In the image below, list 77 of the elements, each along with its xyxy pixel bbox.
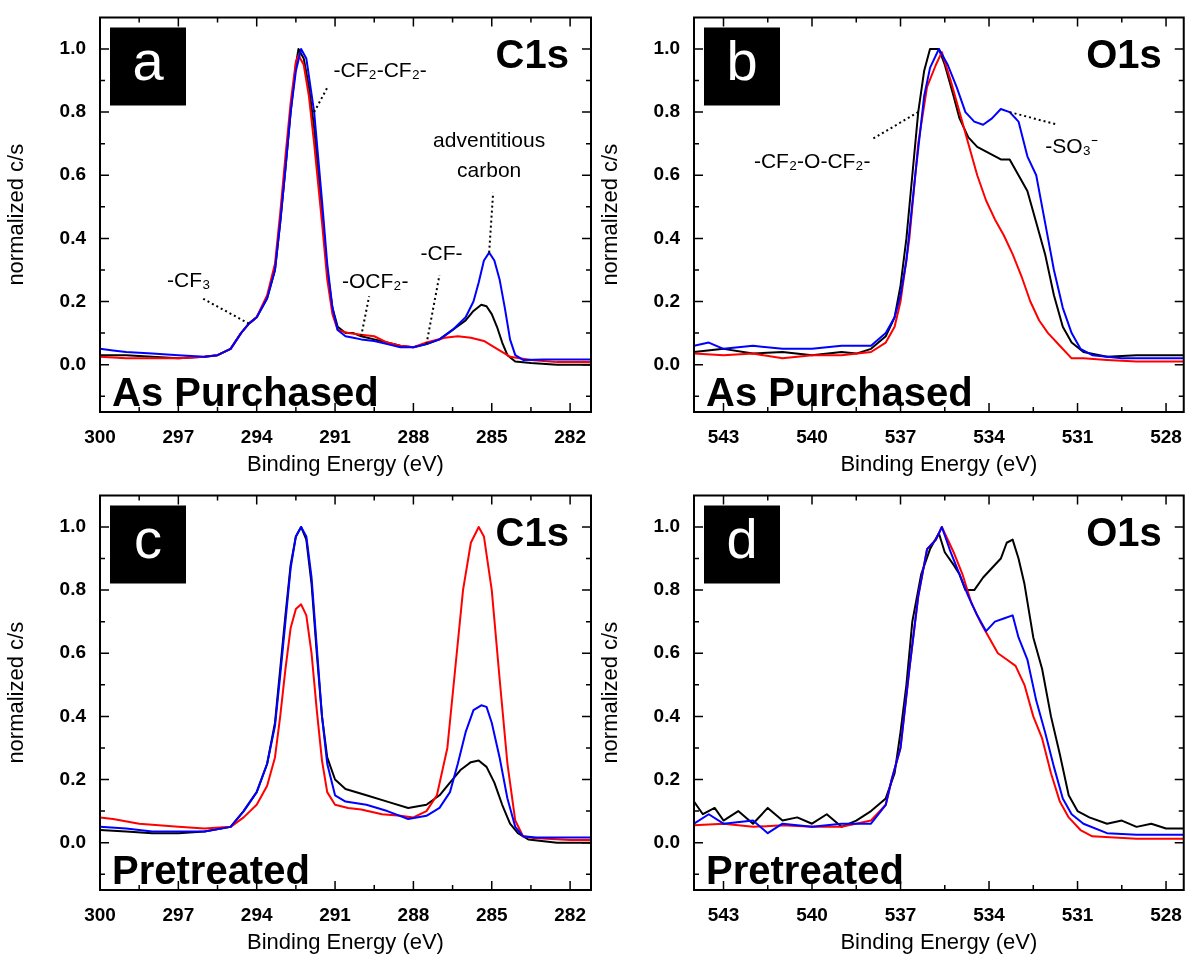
y-tick-label: 0.6 [653, 163, 680, 185]
annotation: C1s [495, 510, 569, 555]
x-tick-label: 294 [240, 425, 273, 447]
annotation: O1s [1086, 32, 1162, 77]
x-tick-label: 282 [554, 425, 586, 447]
annotation: adventitious carbon [433, 128, 546, 182]
y-tick-label: 0.4 [59, 226, 87, 248]
x-tick-label: 285 [475, 425, 509, 447]
y-axis-title: normalized c/s [597, 621, 623, 764]
x-tick-label: 534 [973, 425, 1006, 447]
annotation: -OCF₂- [341, 269, 409, 293]
annotation: a [132, 28, 165, 92]
x-tick-label: 537 [884, 425, 917, 447]
y-tick-label: 0.0 [653, 830, 680, 852]
x-axis-title: Binding Energy (eV) [247, 928, 444, 954]
x-axis-title: Binding Energy (eV) [840, 928, 1038, 954]
y-tick-label: 0.2 [653, 289, 680, 311]
annotation: As Purchased [706, 370, 973, 414]
x-tick-label: 534 [973, 903, 1006, 925]
annotation: Pretreated [112, 848, 310, 892]
y-tick-label: 0.8 [653, 100, 680, 122]
y-tick-label: 1.0 [59, 37, 86, 59]
y-tick-label: 0.2 [59, 767, 86, 789]
x-tick-label: 540 [796, 425, 828, 447]
annotation: -SO₃⁻ [1045, 133, 1099, 157]
y-axis-title: normalized c/s [3, 621, 29, 764]
y-tick-label: 0.8 [59, 100, 86, 122]
x-tick-label: 531 [1061, 425, 1094, 447]
y-tick-label: 0.8 [59, 578, 86, 600]
x-tick-label: 300 [84, 903, 116, 925]
annotation: As Purchased [112, 370, 379, 414]
x-tick-label: 537 [884, 903, 917, 925]
x-tick-label: 543 [707, 425, 740, 447]
x-tick-label: 288 [397, 903, 430, 925]
y-tick-label: 0.8 [653, 578, 680, 600]
y-tick-label: 1.0 [59, 515, 86, 537]
y-tick-label: 0.6 [59, 163, 86, 185]
x-tick-label: 291 [319, 425, 352, 447]
x-tick-label: 543 [707, 903, 740, 925]
x-tick-label: 285 [475, 903, 509, 925]
y-axis-title: normalized c/s [597, 143, 623, 286]
x-axis-title: Binding Energy (eV) [840, 450, 1038, 476]
x-tick-label: 291 [319, 903, 352, 925]
y-tick-label: 1.0 [653, 515, 680, 537]
y-tick-label: 0.0 [59, 830, 86, 852]
y-tick-label: 0.6 [653, 641, 680, 663]
annotation: b [726, 28, 758, 92]
y-tick-label: 0.4 [653, 704, 681, 726]
x-tick-label: 282 [554, 903, 586, 925]
x-tick-label: 540 [796, 903, 828, 925]
y-tick-label: 0.4 [59, 704, 87, 726]
y-tick-label: 0.0 [653, 352, 680, 374]
annotation: C1s [495, 32, 569, 77]
y-tick-label: 0.2 [59, 289, 86, 311]
annotation: -CF- [420, 240, 463, 264]
y-tick-label: 0.0 [59, 352, 86, 374]
annotation: -CF₃ [167, 268, 211, 292]
y-tick-label: 1.0 [653, 37, 680, 59]
annotation: Pretreated [706, 848, 904, 892]
x-tick-label: 531 [1061, 903, 1094, 925]
y-tick-label: 0.4 [653, 226, 681, 248]
x-tick-label: 288 [397, 425, 430, 447]
x-tick-label: 297 [162, 903, 195, 925]
x-tick-label: 297 [162, 425, 195, 447]
x-tick-label: 294 [240, 903, 273, 925]
annotation: c [134, 506, 162, 570]
annotation: O1s [1086, 510, 1162, 555]
x-tick-label: 528 [1150, 903, 1182, 925]
y-axis-title: normalized c/s [3, 143, 29, 286]
annotation: -CF₂-CF₂- [333, 57, 427, 81]
annotation: d [726, 506, 758, 570]
x-axis-title: Binding Energy (eV) [247, 450, 444, 476]
x-tick-label: 300 [84, 425, 116, 447]
x-tick-label: 528 [1150, 425, 1182, 447]
y-tick-label: 0.2 [653, 767, 680, 789]
y-tick-label: 0.6 [59, 641, 86, 663]
annotation: -CF₂-O-CF₂- [753, 148, 871, 172]
